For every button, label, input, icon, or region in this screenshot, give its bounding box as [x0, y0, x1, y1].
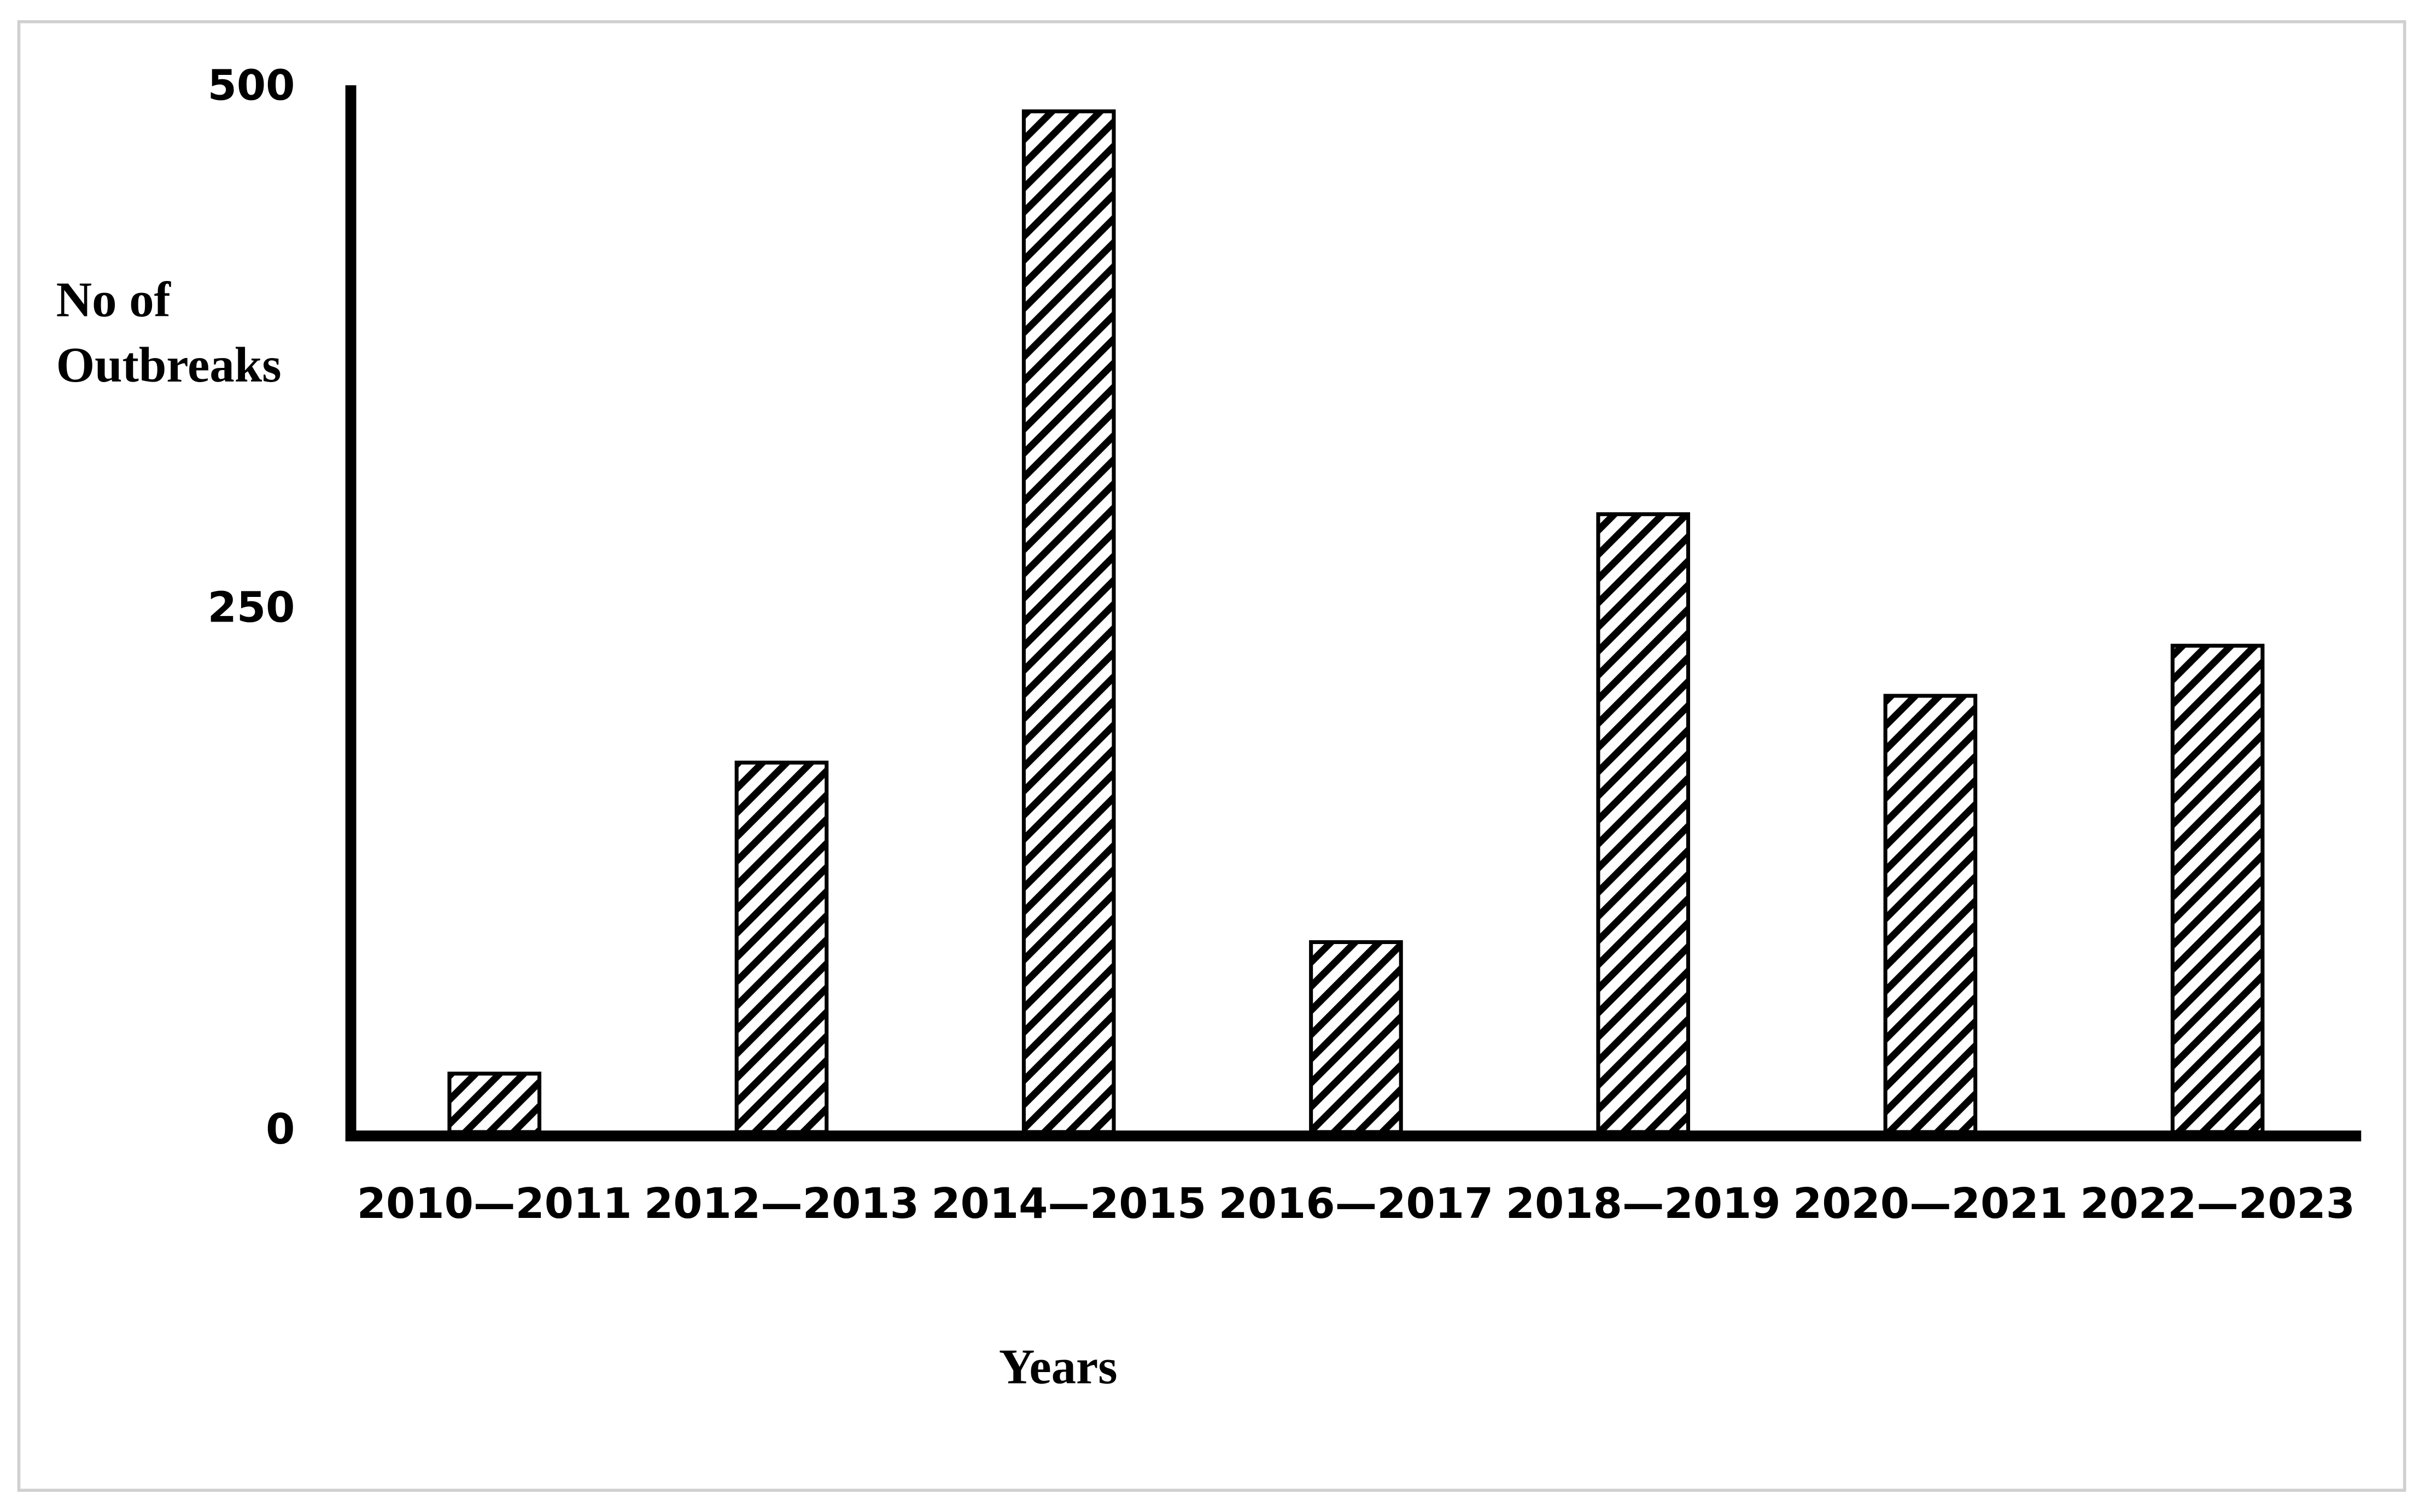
y-axis-label-box: No of Outbreaks [56, 271, 282, 392]
x-axis-label: Years [999, 1339, 1118, 1394]
bar [1021, 109, 1116, 1134]
x-tick-label: 2016—2017 [1218, 1180, 1493, 1228]
x-tick-label: 2018—2019 [1506, 1180, 1781, 1228]
x-tick-label: 2020—2021 [1793, 1180, 2068, 1228]
y-axis-label: No of Outbreaks [56, 271, 282, 392]
y-tick-label: 250 [208, 583, 295, 632]
x-tick-label: 2010—2011 [357, 1180, 632, 1228]
y-tick-label: 500 [208, 62, 295, 110]
x-tick-label: 2014—2015 [931, 1180, 1206, 1228]
bar [1309, 940, 1403, 1134]
bar [734, 760, 829, 1134]
bar [2170, 643, 2265, 1134]
bar [1883, 694, 1978, 1134]
bar [447, 1071, 542, 1134]
x-tick-label: 2012—2013 [644, 1180, 919, 1228]
y-tick-label: 0 [266, 1105, 295, 1154]
frame [17, 20, 2406, 1492]
bar [1596, 512, 1690, 1134]
x-tick-label: 2022—2023 [2080, 1180, 2355, 1228]
